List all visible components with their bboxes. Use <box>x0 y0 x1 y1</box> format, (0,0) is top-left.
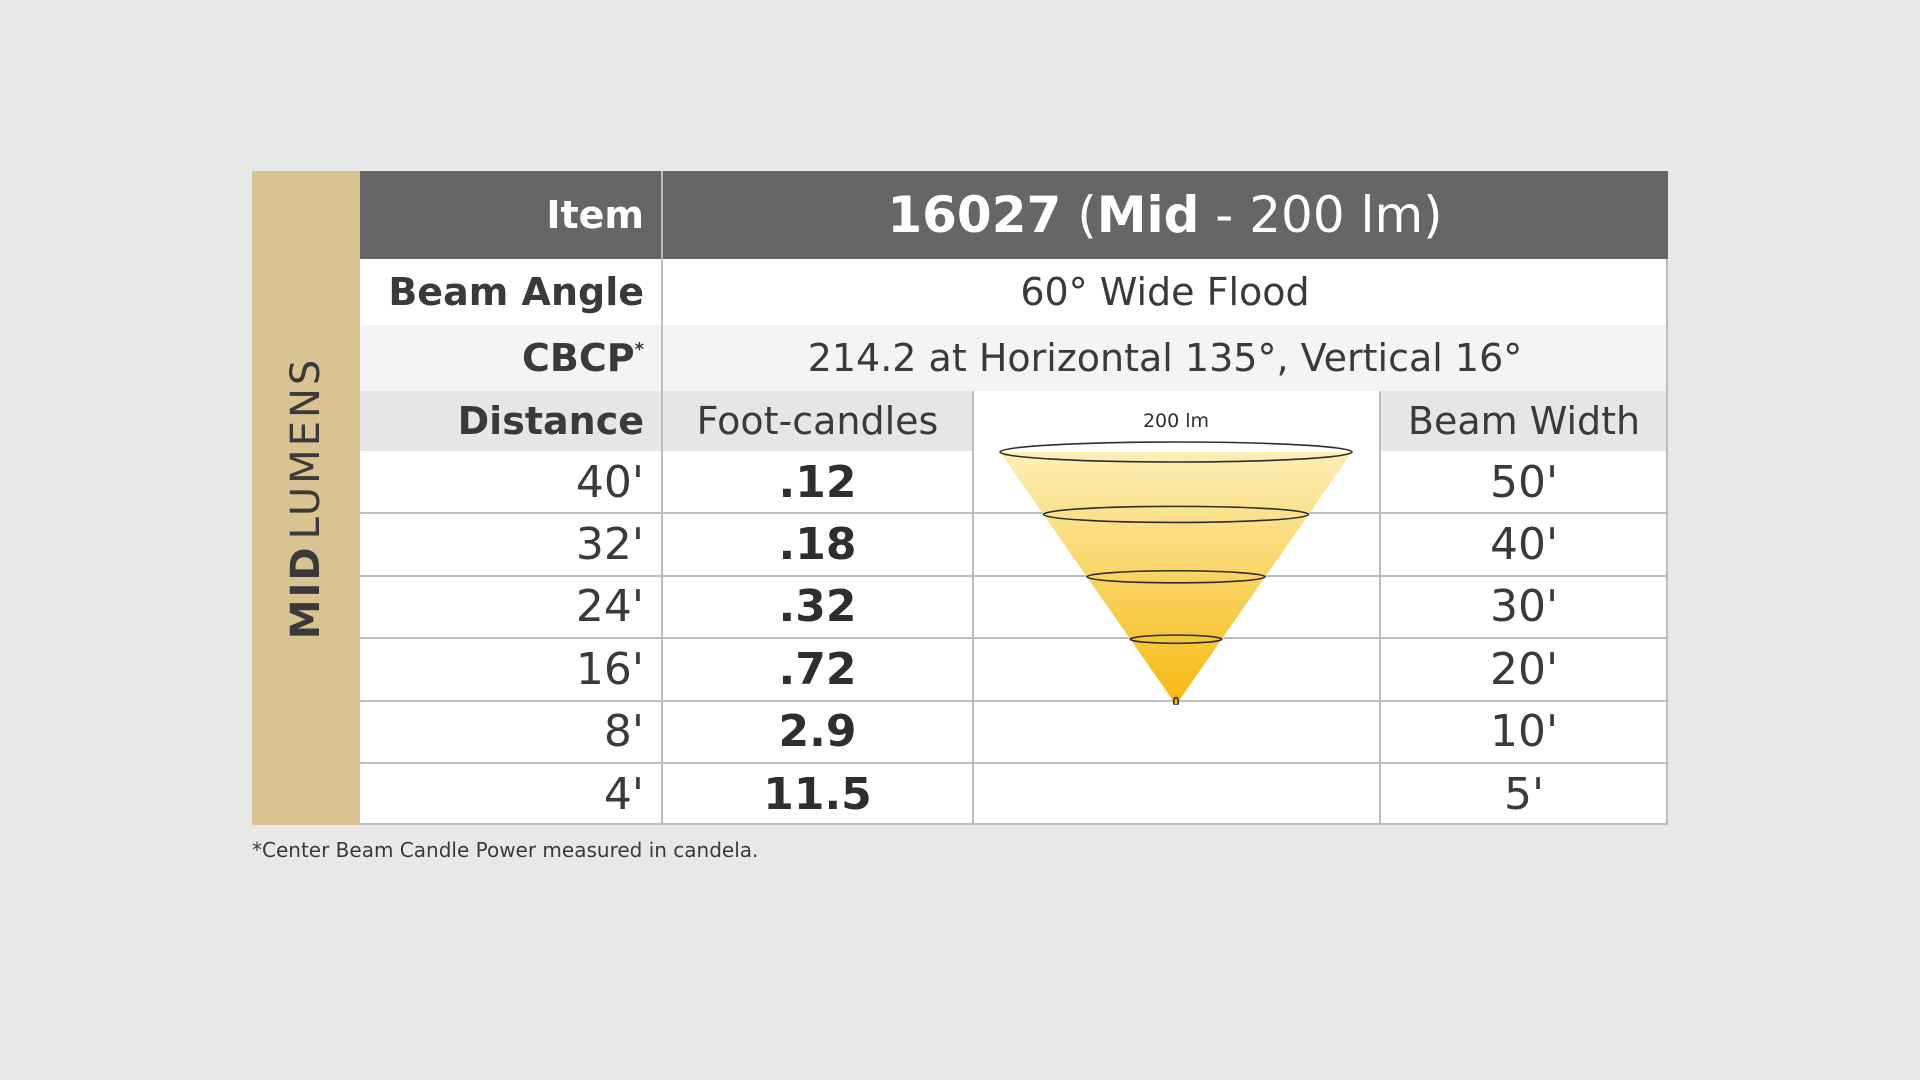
foot-candles-header: Foot-candles <box>662 391 973 451</box>
foot-candles-cell: 11.5 <box>763 768 872 820</box>
distance-cell: 4' <box>603 768 644 820</box>
beam-width-cell: 5' <box>1503 768 1545 820</box>
beam-width-cell: 20' <box>1489 643 1559 695</box>
distance-cell: 16' <box>575 643 644 695</box>
row-divider <box>360 699 1668 702</box>
beam-width-cell: 50' <box>1489 456 1559 508</box>
beam-angle-label: Beam Angle <box>360 259 662 325</box>
cbcp-label-cell: CBCP * <box>360 325 662 391</box>
distance-cell: 40' <box>575 456 644 508</box>
grid-line <box>661 171 663 825</box>
item-label: Item <box>360 171 662 259</box>
beam-width-header: Beam Width <box>1380 391 1668 451</box>
row-divider <box>360 574 1668 577</box>
foot-candles-cell: .32 <box>778 581 857 633</box>
beam-width-cell: 10' <box>1489 706 1559 758</box>
beam-ring <box>999 441 1353 463</box>
beam-angle-value: 60° Wide Flood <box>662 259 1668 325</box>
beam-ring <box>1086 569 1266 584</box>
footnote: *Center Beam Candle Power measured in ca… <box>252 838 759 862</box>
beam-cone <box>1000 452 1352 705</box>
distance-header: Distance <box>360 391 662 451</box>
foot-candles-cell: .12 <box>778 456 857 508</box>
beam-width-cell: 40' <box>1489 519 1559 571</box>
beam-ring <box>1129 634 1223 645</box>
sidebar-title-light: LUMENS <box>283 356 329 540</box>
row-divider <box>360 762 1668 764</box>
grid-line <box>972 391 974 825</box>
cone-lumens-label: 200 lm <box>1143 410 1209 432</box>
item-title-rest: - 200 lm) <box>1199 186 1443 244</box>
grid-line <box>1379 391 1381 825</box>
spec-table: Item 16027 (Mid - 200 lm) Beam Angle 60°… <box>360 171 1668 825</box>
cbcp-value: 214.2 at Horizontal 135°, Vertical 16° <box>662 325 1668 391</box>
foot-candles-cell: 2.9 <box>778 706 857 758</box>
grid-line <box>360 823 1668 825</box>
item-title-mid: Mid <box>1096 186 1200 244</box>
distance-cell: 8' <box>603 706 644 758</box>
item-number: 16027 <box>887 186 1062 244</box>
row-divider <box>360 512 1668 515</box>
sidebar-title: MID LUMENS <box>283 357 329 640</box>
distance-cell: 32' <box>575 519 644 571</box>
row-divider <box>360 637 1668 640</box>
beam-width-cell: 30' <box>1489 581 1559 633</box>
beam-cone-chart: 200 lm <box>999 410 1353 705</box>
item-title: 16027 (Mid - 200 lm) <box>662 171 1668 259</box>
item-title-paren: ( <box>1061 186 1097 244</box>
cbcp-label: CBCP <box>521 336 635 380</box>
grid-line <box>1666 259 1668 825</box>
distance-cell: 24' <box>575 581 644 633</box>
foot-candles-cell: .72 <box>778 643 857 695</box>
cbcp-sup: * <box>634 339 644 360</box>
sidebar-band: MID LUMENS <box>252 171 360 825</box>
beam-ring <box>1042 505 1310 524</box>
foot-candles-cell: .18 <box>778 519 857 571</box>
sidebar-title-bold: MID <box>283 545 329 640</box>
beam-ring <box>1172 696 1180 705</box>
